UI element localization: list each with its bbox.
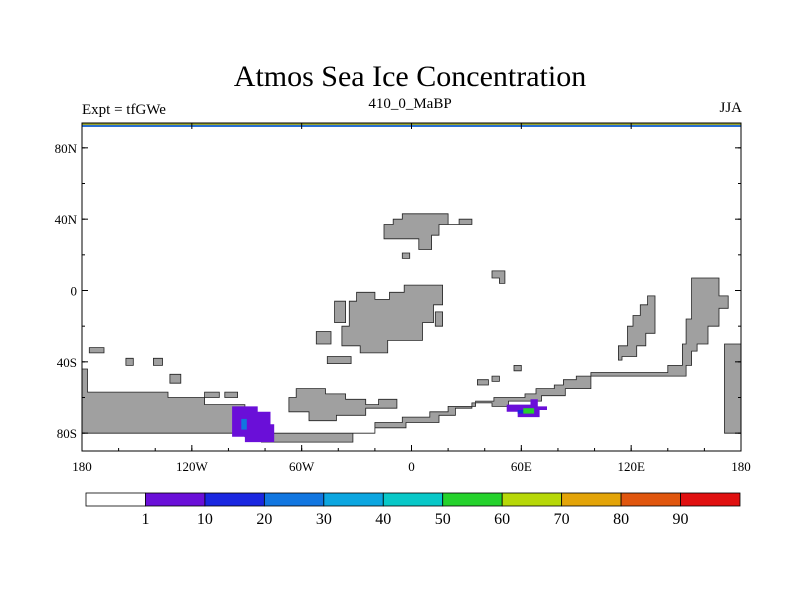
- colorbar: 1 10 20 30 40 50 60 70 80 90: [85, 492, 741, 528]
- colorbar-label: 50: [435, 511, 451, 528]
- land-south-island-center: [288, 388, 398, 422]
- colorbar-label: 60: [494, 511, 510, 528]
- colorbar-swatch: [204, 492, 265, 507]
- y-tick-label: 40S: [57, 355, 77, 370]
- x-tick-label: 180: [731, 459, 751, 474]
- colorbar-label: 10: [197, 511, 213, 528]
- colorbar-swatch: [442, 492, 503, 507]
- colorbar-label: 30: [316, 511, 332, 528]
- experiment-label: Expt = tfGWe: [82, 102, 166, 118]
- land-small-east-2: [491, 375, 500, 382]
- land-mid-ridge-west: [315, 331, 332, 345]
- x-tick-label: 120W: [176, 459, 209, 474]
- land-mid-small-west: [334, 300, 347, 324]
- colorbar-swatch: [561, 492, 622, 507]
- ice-east-core: [523, 408, 535, 414]
- map-layer: [81, 123, 742, 451]
- land-mid-ridge-west-2: [326, 356, 352, 365]
- colorbar-swatch: [263, 492, 325, 507]
- colorbar-swatch: [680, 492, 741, 507]
- land-small-west-6: [224, 391, 239, 398]
- season-label: JJA: [719, 100, 742, 116]
- x-tick-label: 60E: [511, 459, 532, 474]
- land-southwest-ridge: [618, 295, 656, 361]
- land-mid-small-east: [491, 270, 506, 284]
- y-tick-label: 80S: [57, 426, 77, 441]
- axis-layer: 180 120W 60W 0 60E 120E 180 80N 40N 0 40S 80S: [55, 122, 751, 474]
- ice-east-mid: [517, 410, 524, 414]
- colorbar-swatch: [620, 492, 681, 507]
- land-south-landmass-east-lobe: [724, 343, 742, 434]
- land-small-west-5: [204, 391, 220, 398]
- colorbar-swatch: [323, 492, 384, 507]
- x-tick-label: 180: [72, 459, 92, 474]
- colorbar-swatch: [145, 492, 206, 507]
- land-small-west-1: [88, 347, 105, 354]
- colorbar-label: 1: [141, 511, 149, 528]
- land-north-dot: [401, 252, 411, 259]
- colorbar-label: 80: [613, 511, 629, 528]
- colorbar-swatch: [85, 492, 146, 507]
- chart-title: Atmos Sea Ice Concentration: [233, 60, 587, 93]
- land-small-west-2: [125, 357, 134, 366]
- land-main-island: [341, 284, 444, 354]
- colorbar-label: 70: [554, 511, 570, 528]
- x-tick-label: 0: [408, 459, 415, 474]
- y-tick-label: 40N: [55, 212, 78, 227]
- ice-west-base: [232, 406, 275, 443]
- land-small-west-3: [152, 357, 163, 366]
- colorbar-swatch: [501, 492, 563, 507]
- land-small-east-3: [513, 364, 522, 372]
- time-label: 410_0_MaBP: [368, 96, 452, 112]
- x-tick-label: 60W: [289, 459, 315, 474]
- colorbar-label: 20: [256, 511, 272, 528]
- colorbar-label: 40: [375, 511, 391, 528]
- land-small-east-1: [476, 379, 489, 386]
- x-tick-label: 120E: [617, 459, 645, 474]
- colorbar-swatch: [382, 492, 444, 507]
- land-small-west-4: [169, 373, 182, 384]
- ice-west-core: [241, 418, 247, 430]
- colorbar-label: 90: [673, 511, 689, 528]
- land-northern-island: [383, 213, 473, 250]
- land-south-landmass: [81, 277, 729, 443]
- land-main-island-notch: [434, 311, 444, 327]
- y-tick-label: 80N: [55, 141, 78, 156]
- y-tick-label: 0: [71, 284, 78, 299]
